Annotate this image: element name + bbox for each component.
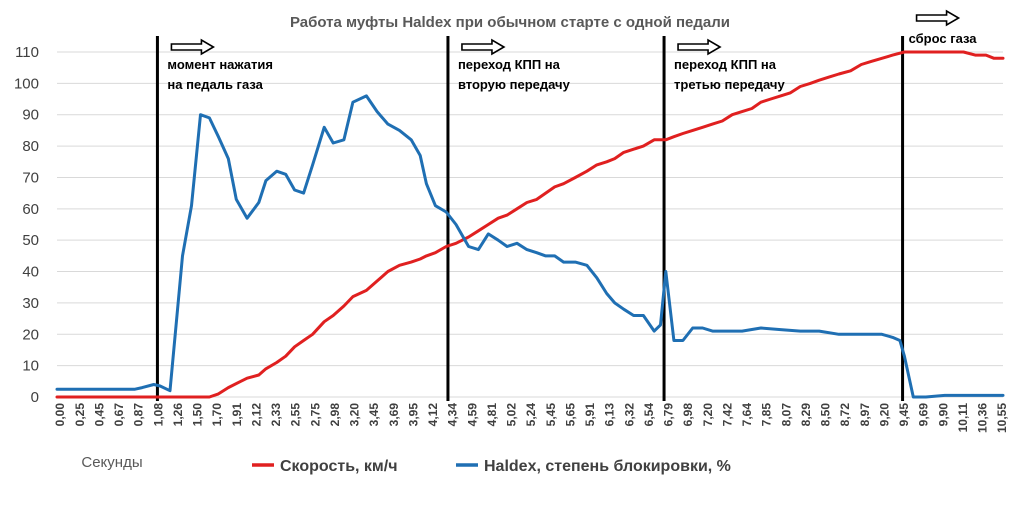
x-tick-label: 7,64 <box>740 403 754 427</box>
x-tick-label: 1,26 <box>171 403 185 427</box>
x-tick-label: 10,55 <box>995 403 1009 433</box>
x-tick-label: 5,65 <box>563 403 577 427</box>
x-tick-label: 6,79 <box>662 403 676 427</box>
x-tick-label: 9,45 <box>897 403 911 427</box>
x-tick-label: 1,91 <box>230 403 244 427</box>
x-tick-label: 4,81 <box>485 403 499 427</box>
x-tick-label: 2,33 <box>269 403 283 427</box>
x-tick-label: 2,12 <box>249 403 263 427</box>
y-tick-label: 80 <box>22 138 39 155</box>
x-tick-label: 4,59 <box>465 403 479 427</box>
y-tick-label: 30 <box>22 295 39 312</box>
x-tick-label: 6,32 <box>622 403 636 427</box>
x-tick-label: 0,87 <box>132 403 146 427</box>
y-tick-label: 20 <box>22 326 39 343</box>
annotation-text: переход КПП на <box>458 57 561 72</box>
x-axis-ticks: 0,00 0,25 0,45 0,67 0,87 1,08 1,26 1,50 1,70 1,91… <box>53 403 1009 433</box>
x-tick-label: 1,50 <box>191 403 205 427</box>
x-tick-label: 8,29 <box>799 403 813 427</box>
x-tick-label: 6,54 <box>642 403 656 427</box>
y-tick-label: 60 <box>22 201 39 218</box>
legend-label: Скорость, км/ч <box>280 458 398 475</box>
event-annotations: момент нажатия на педаль газа переход КПП … <box>167 9 978 92</box>
x-tick-label: 4,12 <box>426 403 440 427</box>
x-tick-label: 0,45 <box>92 403 106 427</box>
x-tick-label: 2,55 <box>289 403 303 427</box>
y-tick-label: 10 <box>22 358 39 375</box>
x-tick-label: 8,07 <box>779 403 793 427</box>
y-tick-label: 100 <box>14 75 39 92</box>
x-tick-label: 9,69 <box>917 403 931 427</box>
annotation-text: на педаль газа <box>167 77 263 92</box>
x-tick-label: 4,34 <box>446 403 460 427</box>
x-tick-label: 8,97 <box>858 403 872 427</box>
x-tick-label: 3,45 <box>367 403 381 427</box>
y-tick-label: 70 <box>22 169 39 186</box>
x-axis-label: Секунды <box>81 454 142 471</box>
speed-series-line <box>55 50 1005 399</box>
y-tick-label: 40 <box>22 264 39 281</box>
gridlines <box>57 51 1003 398</box>
x-tick-label: 3,69 <box>387 403 401 427</box>
series-lines <box>55 50 1005 399</box>
x-tick-label: 8,72 <box>838 403 852 427</box>
haldex-series-line <box>55 94 1005 399</box>
x-tick-label: 3,20 <box>348 403 362 427</box>
x-tick-label: 1,08 <box>151 403 165 427</box>
x-tick-label: 0,25 <box>73 403 87 427</box>
y-tick-label: 50 <box>22 232 39 249</box>
right-arrow-icon <box>915 9 961 27</box>
x-tick-label: 6,98 <box>681 403 695 427</box>
x-tick-label: 2,75 <box>308 403 322 427</box>
x-tick-label: 9,20 <box>877 403 891 427</box>
x-tick-label: 9,90 <box>936 403 950 427</box>
x-tick-label: 3,95 <box>406 403 420 427</box>
event-lines <box>155 36 905 401</box>
x-tick-label: 2,98 <box>328 403 342 427</box>
legend-label: Haldex, степень блокировки, % <box>484 458 731 475</box>
y-tick-label: 90 <box>22 107 39 124</box>
annotation-text: сброс газа <box>909 31 978 46</box>
right-arrow-icon <box>461 38 506 56</box>
x-tick-label: 7,42 <box>720 403 734 427</box>
annotation-text: третью передачу <box>674 77 785 92</box>
y-axis-ticks: 0 10 20 30 40 50 60 70 80 90 100 110 <box>14 44 39 406</box>
annotation-text: момент нажатия <box>167 57 273 72</box>
x-tick-label: 8,50 <box>819 403 833 427</box>
x-tick-label: 1,70 <box>210 403 224 427</box>
x-tick-label: 7,20 <box>701 403 715 427</box>
x-tick-label: 5,91 <box>583 403 597 427</box>
x-tick-label: 6,13 <box>603 403 617 427</box>
annotation-text: вторую передачу <box>458 77 571 92</box>
right-arrow-icon <box>677 38 722 56</box>
x-tick-label: 0,67 <box>112 403 126 427</box>
x-tick-label: 10,36 <box>976 403 990 433</box>
chart-title: Работа муфты Haldex при обычном старте с… <box>290 14 730 31</box>
x-tick-label: 5,45 <box>544 403 558 427</box>
y-tick-label: 110 <box>15 44 39 61</box>
x-tick-label: 0,00 <box>53 403 67 427</box>
right-arrow-icon <box>170 38 216 56</box>
annotation-text: переход КПП на <box>674 57 777 72</box>
x-tick-label: 5,02 <box>505 403 519 427</box>
legend: Скорость, км/ч Haldex, степень блокировки… <box>252 458 731 475</box>
x-tick-label: 10,11 <box>956 403 970 433</box>
x-tick-label: 5,24 <box>524 403 538 427</box>
x-tick-label: 7,85 <box>760 403 774 427</box>
y-tick-label: 0 <box>31 389 39 406</box>
